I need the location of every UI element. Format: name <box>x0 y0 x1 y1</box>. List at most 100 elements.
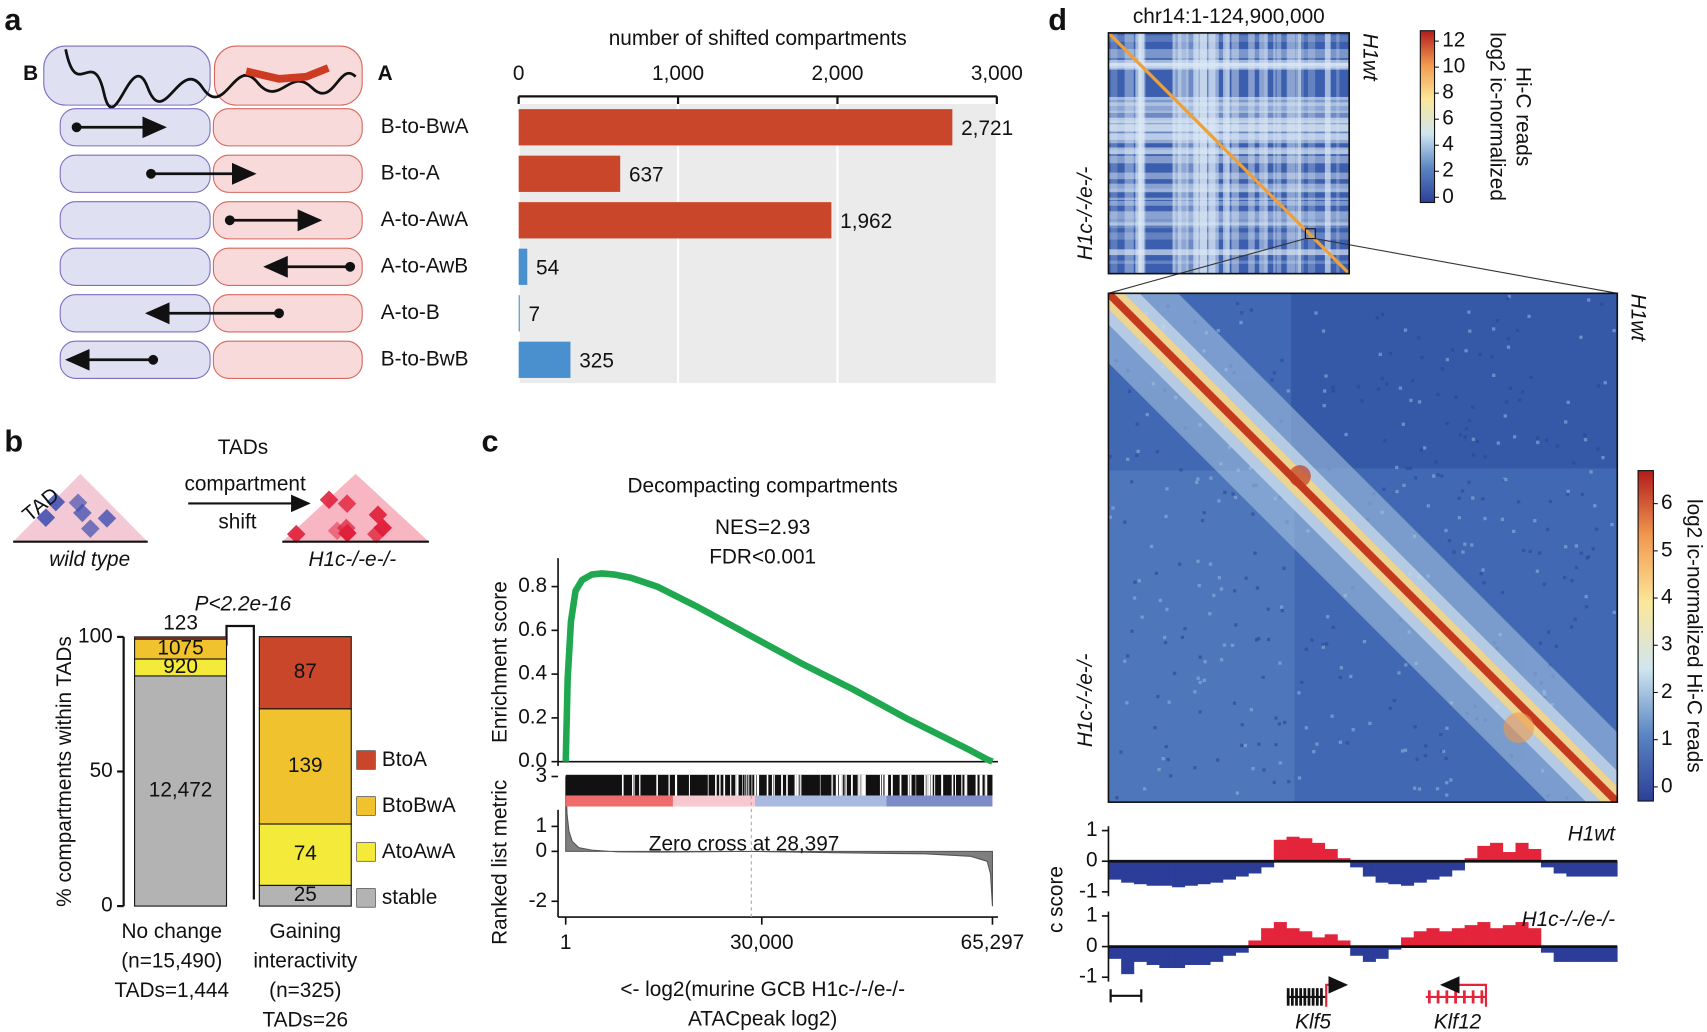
compartment-b <box>59 247 211 286</box>
heatmap-noise <box>1503 414 1507 418</box>
tad-triangle <box>282 473 429 542</box>
heatmap-noise <box>1331 389 1335 393</box>
schematic-title: TADs <box>218 436 268 459</box>
heatmap-noise <box>1119 750 1123 754</box>
panel-label: b <box>4 424 23 458</box>
heatmap-noise <box>1266 607 1270 611</box>
heatmap-noise <box>1362 639 1367 644</box>
heatmap-noise <box>1312 750 1316 754</box>
heatmap-noise <box>1380 376 1384 381</box>
heatmap-noise <box>1278 661 1282 665</box>
score-bar <box>1311 937 1326 947</box>
score-bar <box>1388 946 1402 950</box>
heatmap-noise <box>1356 385 1360 389</box>
bar-segment <box>134 675 228 907</box>
metric-area <box>565 776 994 907</box>
heatmap-stripe <box>1124 32 1134 274</box>
heatmap-noise <box>1322 403 1326 408</box>
score-bar <box>1121 861 1135 883</box>
heatmap-noise <box>1157 767 1161 772</box>
heatmap-noise <box>1424 744 1428 748</box>
heatmap-noise <box>1566 400 1570 404</box>
heatmap-noise <box>1457 516 1462 520</box>
score-bar <box>1515 922 1529 947</box>
heatmap-noise <box>1249 707 1253 712</box>
score-bar <box>1553 861 1567 874</box>
score-bar <box>1159 946 1173 969</box>
heatmap-noise <box>1411 378 1415 383</box>
score-bar <box>1299 838 1313 862</box>
y-tick-label: 0 <box>536 839 548 862</box>
colorbar-tick-label: 2 <box>1442 159 1454 182</box>
score-bar <box>1235 946 1249 953</box>
compartment-b <box>59 201 211 240</box>
heatmap-noise <box>1108 455 1112 459</box>
heatmap-noise <box>1156 694 1160 699</box>
heatmap-noise <box>1322 389 1327 393</box>
heatmap-noise <box>1481 497 1485 501</box>
colorbar <box>1637 470 1654 802</box>
score-bar <box>1248 940 1262 947</box>
heatmap-noise <box>1500 590 1505 595</box>
heatmap-noise <box>1388 706 1392 710</box>
zoom-connector <box>1108 238 1306 294</box>
tad-cell <box>337 518 356 538</box>
heatmap-noise <box>1240 311 1244 315</box>
score-bar <box>1540 861 1554 868</box>
y-tick-label: 50 <box>90 759 113 782</box>
y-tick-label: 0.4 <box>518 662 547 685</box>
heatmap-noise <box>1461 550 1465 554</box>
heatmap-noise <box>1338 740 1343 744</box>
score-bar <box>1286 928 1300 947</box>
score-bar <box>1133 946 1147 962</box>
chart-title: chr14:1-124,900,000 <box>1133 5 1325 28</box>
heatmap-noise <box>1193 690 1197 694</box>
heatmap-noise <box>1222 643 1227 647</box>
heatmap-noise <box>1417 787 1422 791</box>
score-bar <box>1591 946 1605 962</box>
compartment-label: A <box>378 62 393 85</box>
heatmap-noise <box>1512 435 1517 439</box>
heatmap-noise <box>1274 743 1278 747</box>
colorbar-tick-label: 12 <box>1442 29 1465 52</box>
heatmap-noise <box>1262 768 1266 772</box>
heatmap-noise <box>1254 638 1259 642</box>
y-tick-label: 0.6 <box>518 618 547 641</box>
heatmap-stripe <box>1108 96 1350 100</box>
heatmap-noise <box>1140 615 1144 619</box>
heatmap-noise <box>1135 422 1139 426</box>
heatmap-noise <box>1195 480 1199 485</box>
heatmap-noise <box>1570 579 1574 583</box>
heatmap-noise <box>1596 384 1601 388</box>
heatmap-noise <box>1219 658 1224 662</box>
heatmap-noise <box>1413 725 1417 729</box>
heatmap-noise <box>1517 500 1521 504</box>
interaction-dot <box>1503 712 1535 744</box>
score-bar <box>1350 861 1364 868</box>
heatmap-noise <box>1153 725 1157 730</box>
heatmap-noise <box>1266 637 1271 642</box>
heatmap-noise <box>1300 680 1304 685</box>
score-bar <box>1490 842 1504 862</box>
heatmap-noise <box>1419 448 1423 452</box>
heatmap-noise <box>1244 576 1248 580</box>
heatmap-noise <box>1464 426 1469 431</box>
genotype-label: H1wt <box>1358 33 1381 82</box>
heatmap-noise <box>1123 659 1127 663</box>
legend-label: AtoAwA <box>382 840 456 863</box>
heatmap-noise <box>1612 328 1616 333</box>
score-bar <box>1261 928 1275 947</box>
heatmap-noise <box>1115 796 1119 800</box>
bar <box>518 248 528 285</box>
heatmap-noise <box>1243 743 1247 748</box>
count-label: 1075 <box>157 637 203 660</box>
y-tick-label: 1 <box>1086 818 1098 841</box>
colorbar <box>1419 30 1436 204</box>
heatmap-frame <box>1107 32 1351 275</box>
heatmap-noise <box>1212 593 1216 598</box>
score-bar <box>1477 922 1491 947</box>
heatmap-noise <box>1593 504 1597 508</box>
heatmap-noise <box>1483 516 1487 521</box>
score-bar <box>1172 861 1186 888</box>
heatmap-noise <box>1280 609 1285 613</box>
